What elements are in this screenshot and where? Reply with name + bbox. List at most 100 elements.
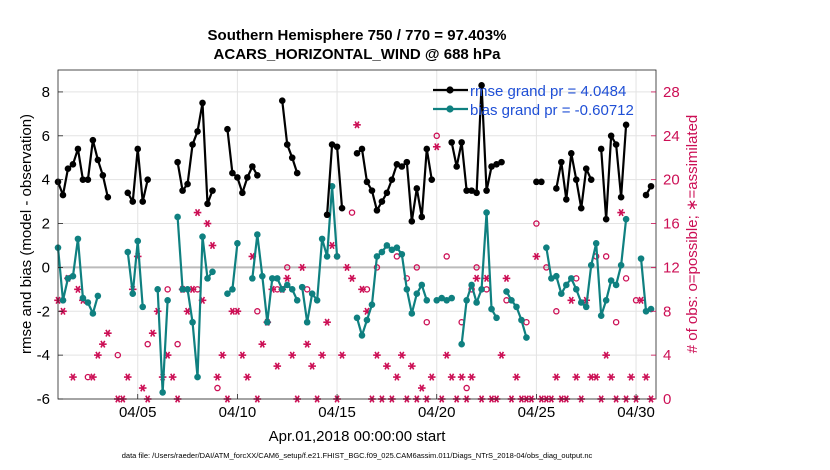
obs-assimilated-stroke bbox=[628, 373, 634, 381]
rmse-point bbox=[393, 161, 401, 168]
rmse-point bbox=[59, 191, 67, 199]
rmse-point bbox=[458, 139, 465, 146]
y-tick-label-right: 16 bbox=[663, 216, 680, 233]
rmse-point bbox=[179, 187, 186, 194]
obs-possible-marker bbox=[254, 308, 261, 315]
bias-point bbox=[174, 213, 181, 221]
obs-assimilated-marker bbox=[497, 351, 506, 359]
obs-assimilated-stroke bbox=[339, 351, 345, 359]
obs-assimilated-stroke bbox=[588, 373, 594, 381]
rmse-point bbox=[577, 204, 585, 212]
obs-assimilated-stroke bbox=[349, 274, 355, 283]
rmse-point bbox=[468, 187, 475, 194]
obs-assimilated-stroke bbox=[444, 351, 450, 359]
obs-assimilated-stroke bbox=[568, 296, 574, 304]
obs-assimilated-marker bbox=[432, 143, 441, 151]
plot-area bbox=[58, 70, 656, 399]
bias-point bbox=[164, 297, 171, 304]
obs-assimilated-stroke bbox=[170, 373, 176, 381]
obs-assimilated-marker bbox=[457, 373, 466, 381]
bias-point bbox=[553, 272, 560, 280]
obs-possible-marker bbox=[602, 253, 610, 260]
rmse-point bbox=[124, 189, 132, 197]
rmse-point bbox=[129, 198, 137, 205]
bias-point bbox=[283, 281, 291, 289]
obs-assimilated-stroke bbox=[449, 373, 455, 381]
obs-assimilated-stroke bbox=[394, 373, 400, 381]
obs-assimilated-stroke bbox=[399, 351, 405, 359]
bias-point bbox=[328, 182, 336, 190]
rmse-point bbox=[224, 125, 231, 133]
obs-assimilated-stroke bbox=[259, 340, 265, 348]
bias-point bbox=[278, 286, 286, 293]
obs-assimilated-stroke bbox=[359, 285, 365, 294]
obs-assimilated-marker bbox=[393, 373, 401, 381]
obs-assimilated-marker bbox=[552, 373, 561, 381]
rmse-point bbox=[234, 174, 241, 181]
bias-point bbox=[622, 215, 630, 223]
bias-point bbox=[298, 283, 306, 291]
rmse-point bbox=[493, 161, 500, 168]
bias-point bbox=[637, 255, 645, 262]
bias-point bbox=[398, 250, 406, 258]
obs-assimilated-marker bbox=[417, 384, 426, 392]
bias-point bbox=[179, 286, 186, 293]
obs-assimilated-marker bbox=[323, 318, 331, 326]
bias-point bbox=[572, 286, 580, 293]
bias-point bbox=[642, 307, 650, 315]
y-tick-label-left: 6 bbox=[42, 128, 50, 145]
obs-assimilated-stroke bbox=[165, 351, 171, 359]
bias-point bbox=[473, 299, 480, 306]
obs-assimilated-marker bbox=[288, 351, 297, 359]
y-tick-label-left: 4 bbox=[42, 172, 50, 189]
bias-point bbox=[134, 237, 142, 245]
rmse-point bbox=[209, 187, 216, 194]
obs-assimilated-marker bbox=[472, 274, 481, 283]
rmse-point bbox=[184, 180, 191, 188]
rmse-point bbox=[453, 163, 460, 170]
bias-point bbox=[483, 209, 490, 216]
rmse-point bbox=[602, 215, 610, 223]
obs-assimilated-marker bbox=[592, 373, 600, 381]
obs-assimilated-marker bbox=[203, 219, 212, 228]
rmse-point bbox=[572, 176, 580, 183]
y-tick-label-right: 20 bbox=[663, 172, 680, 189]
obs-possible-marker bbox=[114, 351, 122, 359]
bias-point bbox=[204, 275, 211, 282]
bias-point bbox=[548, 275, 555, 282]
rmse-point bbox=[293, 169, 301, 177]
legend: rmse grand pr = 4.0484 bias grand pr = -… bbox=[433, 83, 634, 119]
bias-point bbox=[264, 318, 271, 326]
y-tick-label-left: 0 bbox=[42, 259, 50, 276]
rmse-point bbox=[338, 204, 346, 212]
obs-assimilated-stroke bbox=[384, 362, 390, 370]
rmse-point bbox=[448, 139, 455, 146]
rmse-point bbox=[278, 97, 286, 105]
obs-assimilated-marker bbox=[328, 241, 336, 250]
obs-assimilated-stroke bbox=[329, 241, 335, 250]
obs-assimilated-stroke bbox=[409, 362, 415, 370]
bias-point bbox=[69, 272, 77, 280]
obs-assimilated-marker bbox=[104, 329, 112, 337]
obs-assimilated-stroke bbox=[374, 351, 380, 359]
y-tick-label-right: 8 bbox=[663, 303, 671, 320]
legend-rmse-marker bbox=[446, 86, 454, 94]
obs-assimilated-marker bbox=[138, 384, 147, 392]
obs-assimilated-stroke bbox=[608, 373, 614, 381]
obs-assimilated-marker bbox=[318, 351, 326, 359]
bias-line bbox=[301, 185, 339, 324]
obs-assimilated-stroke bbox=[239, 351, 245, 359]
bias-point bbox=[443, 297, 451, 304]
obs-assimilated-stroke bbox=[204, 219, 211, 228]
bias-point bbox=[363, 316, 371, 324]
obs-assimilated-stroke bbox=[90, 373, 96, 381]
bias-point bbox=[433, 297, 441, 304]
data-file-footer: data file: /Users/raeder/DAI/ATM_forcXX/… bbox=[122, 451, 593, 460]
y-axis-label-left: rmse and bias (model - observation) bbox=[18, 114, 35, 354]
bias-point bbox=[518, 316, 525, 324]
rmse-point bbox=[478, 82, 485, 89]
rmse-point bbox=[189, 141, 196, 148]
rmse-point bbox=[378, 198, 386, 205]
rmse-point bbox=[204, 200, 211, 208]
obs-assimilated-marker bbox=[572, 373, 581, 381]
